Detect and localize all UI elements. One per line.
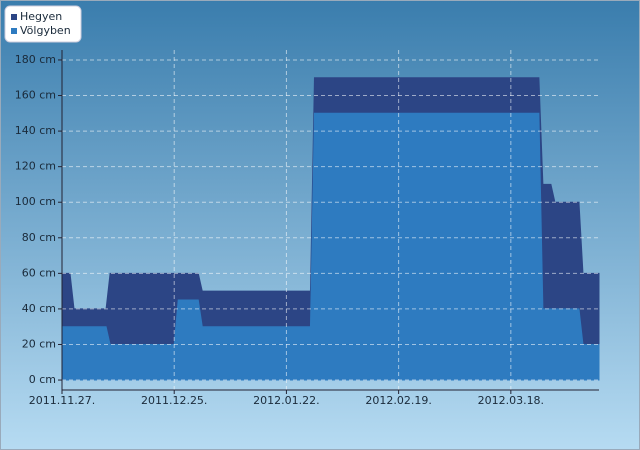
x-tick-label: 2012.02.19.	[365, 394, 431, 407]
x-tick-label: 2011.11.27.	[29, 394, 95, 407]
y-tick-label: 0 cm	[29, 373, 56, 386]
x-tick-label: 2011.12.25.	[141, 394, 207, 407]
legend-swatch	[11, 14, 17, 20]
legend-label: Hegyen	[20, 10, 62, 23]
x-tick-label: 2012.03.18.	[478, 394, 544, 407]
legend-box	[4, 5, 82, 43]
x-tick-label: 2012.01.22.	[253, 394, 319, 407]
y-tick-label: 40 cm	[22, 302, 56, 315]
legend-label: Völgyben	[20, 24, 71, 37]
y-tick-label: 20 cm	[22, 337, 56, 350]
area	[61, 112, 600, 381]
y-tick-label: 100 cm	[15, 195, 56, 208]
y-tick-label: 180 cm	[15, 53, 56, 66]
y-tick-label: 80 cm	[22, 231, 56, 244]
y-tick-label: 140 cm	[15, 124, 56, 137]
y-tick-label: 120 cm	[15, 160, 56, 173]
legend-swatch	[11, 28, 17, 34]
y-tick-label: 60 cm	[22, 266, 56, 279]
y-tick-label: 160 cm	[15, 89, 56, 102]
